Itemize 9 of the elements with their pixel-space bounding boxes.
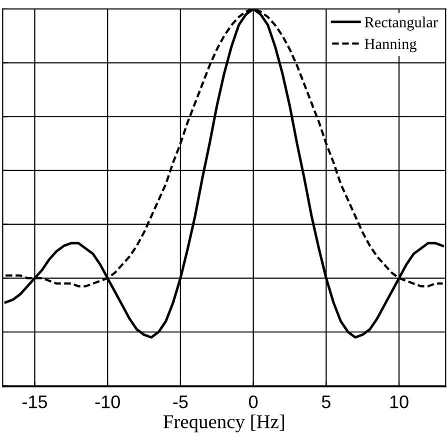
x-tick-label: 0 — [249, 395, 258, 408]
x-axis-title: Frequency [Hz] — [163, 414, 284, 432]
x-tick-label: -10 — [95, 395, 120, 408]
x-tick-label: -5 — [173, 396, 188, 408]
x-tick-label: 5 — [322, 396, 330, 408]
legend-label: Hanning — [364, 38, 417, 52]
x-tick-label: -15 — [22, 396, 48, 408]
x-tick-label: 10 — [390, 395, 408, 408]
legend-label: Rectangular — [364, 16, 438, 31]
